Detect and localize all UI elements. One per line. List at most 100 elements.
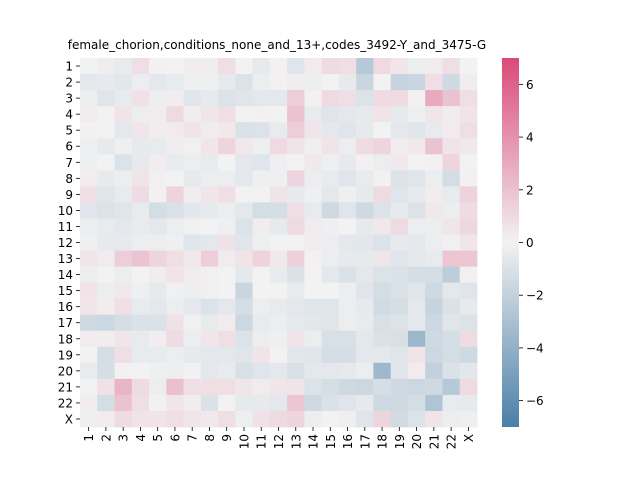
heatmap-cell [166,314,184,332]
heatmap-cell [114,250,133,267]
heatmap-cell [235,218,254,235]
heatmap-cell [131,154,150,171]
heatmap-cell [114,186,133,203]
y-tick-label: 11 [58,220,73,234]
heatmap-cell [459,266,478,284]
x-tick-label: 12 [272,434,286,449]
heatmap-cell [149,218,167,235]
heatmap-cell [235,378,254,396]
heatmap-cell [373,138,392,155]
heatmap-cell [114,202,133,219]
heatmap-cell [321,122,340,139]
heatmap-cell [149,266,167,284]
heatmap-cell [218,58,236,75]
heatmap-cell [287,330,305,348]
heatmap-cell [218,90,236,107]
heatmap-cell [80,314,98,332]
heatmap-cell [304,154,323,171]
heatmap-cell [287,58,305,75]
heatmap-cell [304,106,323,123]
heatmap-cell [373,282,392,300]
heatmap-cell [304,186,323,203]
heatmap-cell [442,314,461,332]
heatmap-cell [373,74,392,91]
heatmap-cell [338,154,357,171]
heatmap-cell [149,298,167,316]
colorbar-tick-label: −4 [526,341,544,355]
x-tick-label: 5 [151,434,165,442]
heatmap-cell [442,362,461,380]
heatmap-cell [114,122,133,139]
heatmap-cell [459,186,478,203]
y-tick-label: 20 [58,364,73,378]
heatmap-cell [407,186,426,203]
heatmap-cell [200,298,219,316]
heatmap-cell [166,410,184,428]
heatmap-cell [235,58,254,75]
heatmap-cell [269,154,288,171]
heatmap-cell [425,378,443,396]
heatmap-cell [235,298,254,316]
heatmap-cell [390,378,409,396]
heatmap-cell [407,362,426,380]
heatmap-cell [442,218,461,235]
heatmap-cell [183,218,202,235]
heatmap-cell [459,58,478,75]
y-tick-label: 2 [65,76,73,90]
heatmap-cell [390,250,409,267]
heatmap-cell [166,186,184,203]
heatmap-cell [356,362,374,380]
heatmap-cell [390,90,409,107]
x-tick-label: 18 [376,434,390,449]
heatmap-cell [252,170,271,187]
heatmap-cell [390,314,409,332]
heatmap-cell [356,122,374,139]
heatmap-cell [200,282,219,300]
heatmap-cell [97,106,115,123]
heatmap-cell [252,330,271,348]
heatmap-cell [80,138,98,155]
heatmap-cell [269,106,288,123]
heatmap-cell [131,330,150,348]
heatmap-cell [183,106,202,123]
heatmap-cell [459,282,478,300]
x-tick-label: 1 [82,434,96,442]
heatmap-cell [80,282,98,300]
heatmap-cell [80,170,98,187]
heatmap-cell [166,58,184,75]
heatmap-cell [149,138,167,155]
heatmap-cell [287,202,305,219]
heatmap-cell [149,170,167,187]
heatmap-cell [442,410,461,428]
heatmap-cell [356,58,374,75]
heatmap-cell [459,218,478,235]
heatmap-cell [80,74,98,91]
heatmap-cell [218,314,236,332]
heatmap-cell [459,202,478,219]
heatmap-cell [252,394,271,412]
heatmap-cell [252,74,271,91]
heatmap-cell [183,90,202,107]
heatmap-cell [373,250,392,267]
heatmap-cell [235,266,254,284]
heatmap-cell [373,218,392,235]
heatmap-cell [338,74,357,91]
heatmap-cell [166,154,184,171]
heatmap-cell [97,234,115,251]
x-tick-label: 14 [307,434,321,449]
heatmap-cell [321,234,340,251]
heatmap-cell [200,250,219,267]
heatmap-cell [321,170,340,187]
heatmap-cell [442,138,461,155]
heatmap-cell [166,330,184,348]
y-tick-label: 17 [58,316,73,330]
heatmap-cell [252,378,271,396]
heatmap-cell [218,138,236,155]
heatmap-cell [235,282,254,300]
heatmap-cell [287,298,305,316]
heatmap-cell [183,186,202,203]
heatmap-cell [166,298,184,316]
heatmap-cell [338,314,357,332]
heatmap-cell [442,90,461,107]
x-tick-label: 21 [427,434,441,449]
